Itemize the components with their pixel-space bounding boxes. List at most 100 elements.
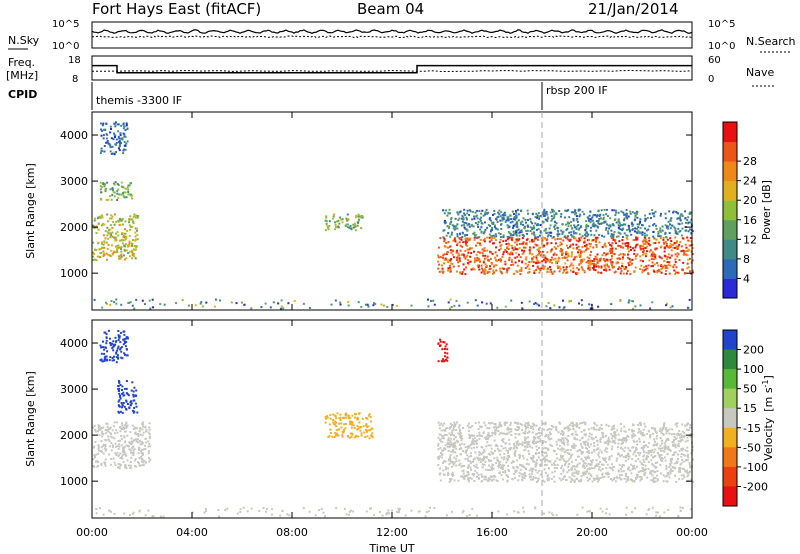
- data-cell: [555, 260, 558, 263]
- data-cell: [102, 243, 105, 246]
- data-cell: [598, 466, 601, 469]
- data-cell: [627, 224, 630, 227]
- data-cell: [617, 224, 620, 227]
- data-cell: [126, 459, 129, 462]
- data-cell: [583, 441, 586, 444]
- data-cell: [499, 464, 502, 467]
- data-cell: [656, 478, 659, 481]
- data-cell: [553, 215, 556, 218]
- data-cell: [455, 439, 458, 442]
- data-cell: [605, 269, 608, 272]
- data-cell: [94, 428, 97, 431]
- data-cell: [651, 474, 654, 477]
- data-cell: [537, 436, 540, 439]
- data-cell: [590, 427, 593, 430]
- data-cell: [481, 248, 484, 251]
- data-cell: [488, 270, 491, 273]
- data-cell: [593, 421, 596, 424]
- data-cell: [452, 449, 455, 451]
- data-cell: [555, 453, 558, 456]
- data-cell: [622, 256, 624, 259]
- data-cell: [626, 256, 629, 259]
- data-cell: [645, 456, 648, 459]
- data-cell: [659, 449, 662, 452]
- data-cell: [148, 450, 150, 453]
- data-cell: [642, 432, 645, 435]
- cpid-mode-rbsp: rbsp 200 IF: [546, 84, 608, 97]
- data-cell: [437, 421, 440, 424]
- data-cell: [667, 473, 670, 476]
- data-cell: [135, 229, 138, 232]
- data-cell: [240, 301, 243, 304]
- data-cell: [556, 245, 559, 248]
- data-cell: [509, 233, 512, 236]
- data-cell: [587, 233, 590, 236]
- data-cell: [147, 509, 150, 512]
- data-cell: [540, 237, 543, 240]
- data-cell: [538, 440, 541, 443]
- data-cell: [611, 266, 614, 269]
- data-cell: [354, 434, 357, 437]
- data-cell: [531, 227, 534, 230]
- data-cell: [654, 255, 657, 258]
- data-cell: [480, 216, 483, 219]
- data-cell: [129, 228, 131, 231]
- data-cell: [479, 461, 482, 464]
- data-cell: [97, 461, 100, 464]
- velocity-colorbar-band: [723, 349, 737, 370]
- data-cell: [457, 261, 460, 264]
- data-cell: [448, 458, 451, 461]
- data-cell: [341, 221, 344, 224]
- data-cell: [93, 219, 96, 222]
- data-cell: [486, 226, 489, 229]
- data-cell: [605, 423, 608, 426]
- data-cell: [462, 476, 465, 479]
- data-cell: [439, 446, 442, 449]
- data-cell: [638, 453, 641, 456]
- data-cell: [662, 265, 665, 268]
- data-cell: [561, 233, 564, 235]
- data-cell: [643, 472, 646, 475]
- data-cell: [532, 422, 534, 425]
- data-cell: [621, 242, 624, 245]
- data-cell: [483, 455, 485, 458]
- data-cell: [95, 453, 98, 456]
- data-cell: [620, 267, 623, 270]
- data-cell: [424, 515, 427, 518]
- data-cell: [508, 256, 511, 259]
- data-cell: [560, 479, 563, 482]
- data-cell: [646, 432, 649, 435]
- data-cell: [525, 426, 527, 428]
- data-cell: [593, 264, 596, 267]
- data-cell: [476, 209, 478, 212]
- data-cell: [625, 212, 628, 215]
- data-cell: [685, 471, 688, 474]
- data-cell: [115, 429, 118, 432]
- data-cell: [531, 441, 534, 444]
- data-cell: [127, 184, 130, 187]
- velocity-ytick-label: 4000: [60, 337, 88, 350]
- data-cell: [663, 422, 666, 425]
- data-cell: [597, 220, 600, 222]
- data-cell: [448, 426, 451, 429]
- data-cell: [655, 238, 658, 241]
- data-cell: [639, 245, 642, 248]
- data-cell: [661, 225, 664, 228]
- data-cell: [602, 218, 605, 220]
- data-cell: [636, 211, 639, 214]
- data-cell: [659, 437, 662, 439]
- data-cell: [644, 234, 647, 237]
- data-cell: [119, 142, 121, 145]
- data-cell: [445, 253, 448, 255]
- data-cell: [286, 513, 289, 516]
- data-cell: [455, 299, 458, 302]
- data-cell: [653, 438, 656, 441]
- data-cell: [104, 188, 107, 191]
- data-cell: [480, 226, 483, 229]
- data-cell: [529, 226, 532, 229]
- data-cell: [456, 244, 459, 246]
- data-cell: [342, 429, 345, 431]
- data-cell: [128, 184, 131, 187]
- data-cell: [560, 247, 563, 250]
- data-cell: [642, 458, 645, 461]
